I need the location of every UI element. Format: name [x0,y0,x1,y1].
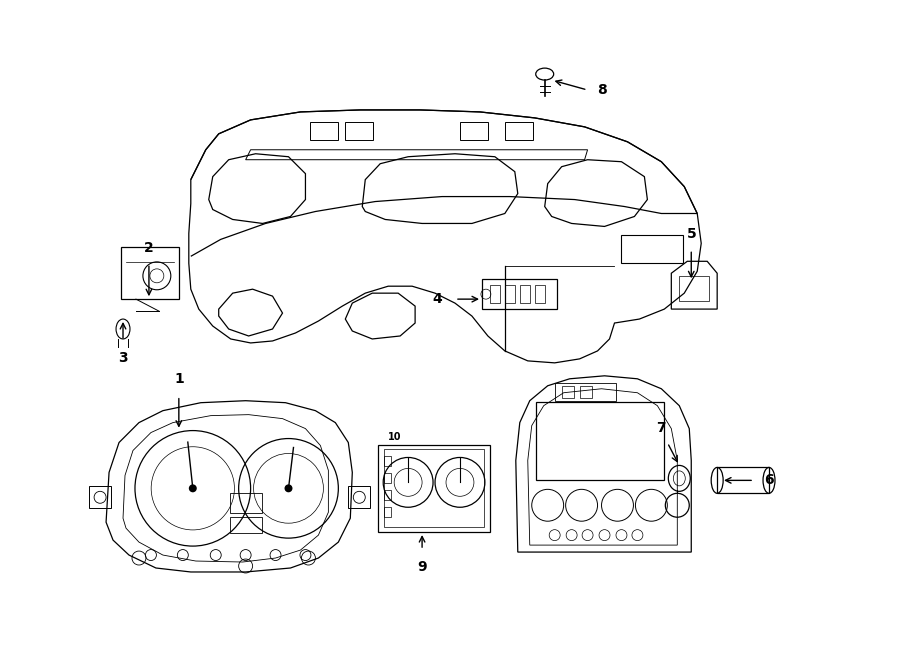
Bar [520,285,530,303]
Text: 9: 9 [418,560,427,574]
Text: 10: 10 [388,432,401,442]
Bar [505,122,533,140]
Bar [505,285,515,303]
Bar [348,486,370,508]
Bar [460,122,488,140]
Circle shape [284,485,292,492]
Bar [346,122,374,140]
Circle shape [189,485,197,492]
Bar [121,247,179,299]
Bar [490,285,500,303]
Bar [384,457,392,467]
Text: 2: 2 [144,241,154,255]
Bar [554,383,616,401]
Bar [580,386,591,398]
Bar [622,235,683,263]
Bar [89,486,111,508]
Bar [535,285,544,303]
Text: 8: 8 [598,83,608,97]
Text: 7: 7 [656,420,666,434]
Bar [310,122,338,140]
Text: 6: 6 [764,473,774,487]
Bar [562,386,573,398]
Bar [680,276,709,301]
Text: 4: 4 [432,292,442,306]
Bar [717,467,769,493]
Bar [384,449,484,527]
Text: 1: 1 [174,371,184,386]
Text: 3: 3 [118,351,128,365]
Bar [384,473,392,483]
Bar [482,279,557,309]
Bar [378,444,490,532]
Bar [384,490,392,500]
Text: 5: 5 [687,227,696,241]
Bar [384,507,392,517]
